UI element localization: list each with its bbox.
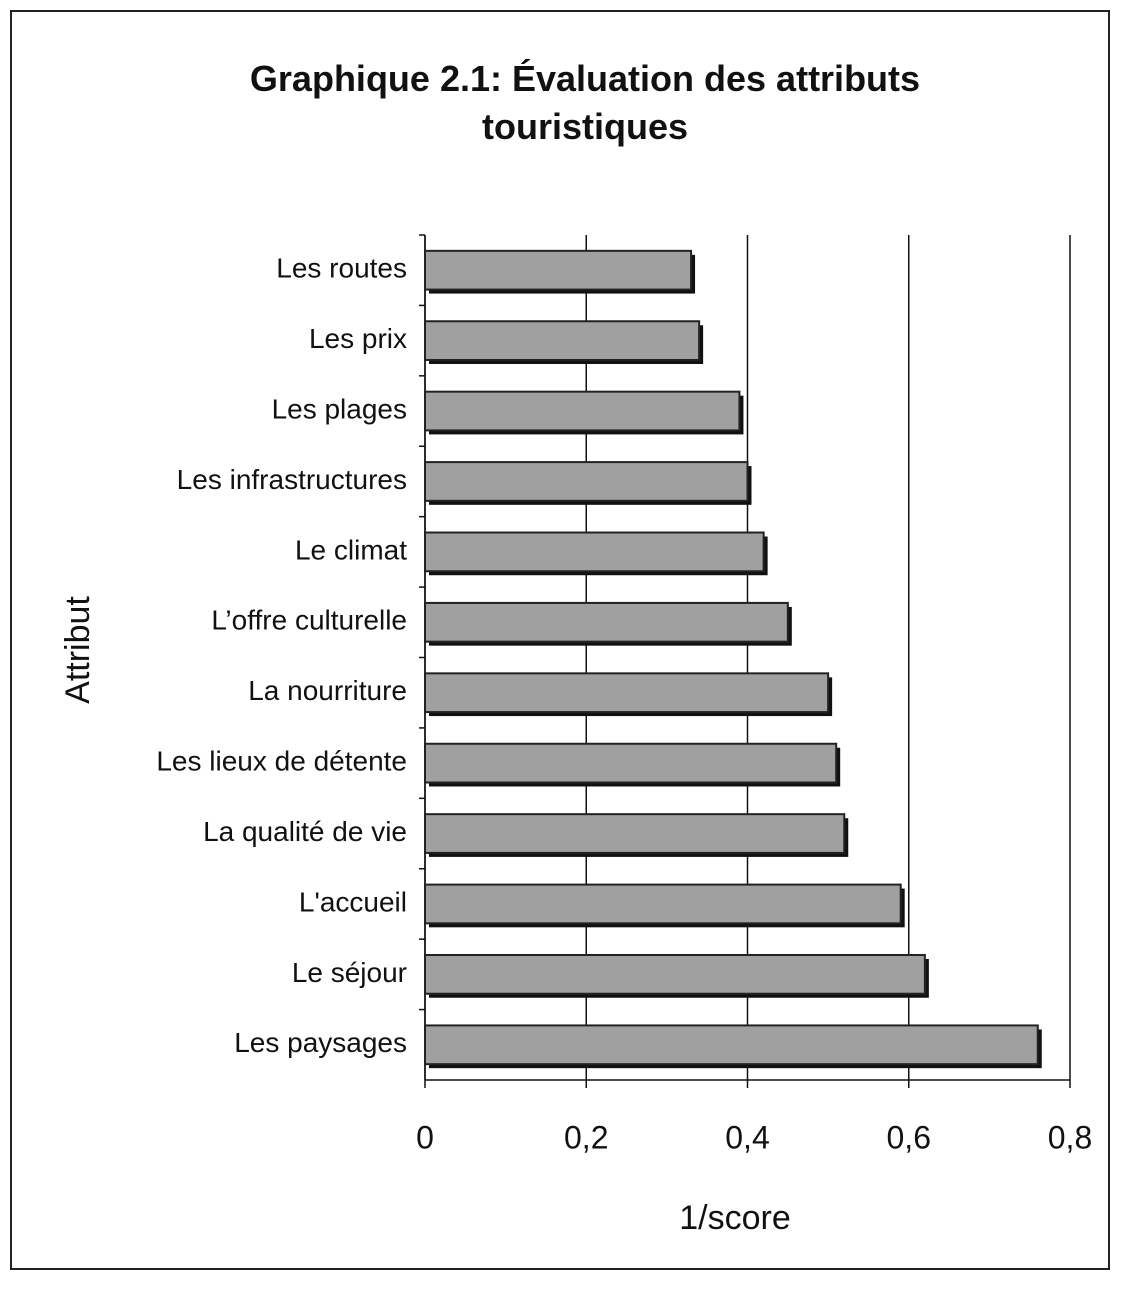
y-tick-label: Le séjour (292, 957, 407, 988)
y-tick-label: Les infrastructures (177, 464, 407, 495)
x-tick-label: 0,6 (887, 1119, 931, 1155)
x-tick-label: 0,2 (564, 1119, 608, 1155)
bar (424, 531, 765, 573)
bar (424, 601, 789, 643)
y-axis-label: Attribut (59, 596, 97, 704)
bar (424, 742, 838, 784)
x-tick-label: 0 (416, 1119, 434, 1155)
x-tick-label: 0,8 (1048, 1119, 1092, 1155)
y-tick-label: Les routes (276, 253, 407, 284)
y-tick-label: Les prix (309, 323, 407, 354)
y-tick-label: Les lieux de détente (156, 746, 407, 777)
bar (424, 672, 830, 714)
bar (424, 320, 701, 361)
y-tick-label: L’offre culturelle (211, 605, 407, 636)
y-tick-label: L'accueil (299, 886, 407, 917)
x-axis-label: 1/score (679, 1199, 791, 1237)
y-tick-label: Les paysages (234, 1027, 407, 1058)
bar (424, 813, 846, 854)
bar (424, 1024, 1039, 1066)
y-tick-label: Les plages (272, 393, 407, 424)
bar (424, 883, 902, 925)
y-tick-label: La nourriture (248, 675, 407, 706)
chart-title: Graphique 2.1: Évaluation des attributs … (249, 58, 921, 147)
bar (424, 461, 749, 502)
y-tick-label: La qualité de vie (203, 816, 407, 847)
bar (424, 249, 693, 291)
bar (424, 954, 926, 995)
y-tick-label: Le climat (295, 534, 407, 565)
x-tick-label: 0,4 (725, 1119, 769, 1155)
chart-frame (10, 10, 1110, 1270)
bar (424, 390, 741, 432)
